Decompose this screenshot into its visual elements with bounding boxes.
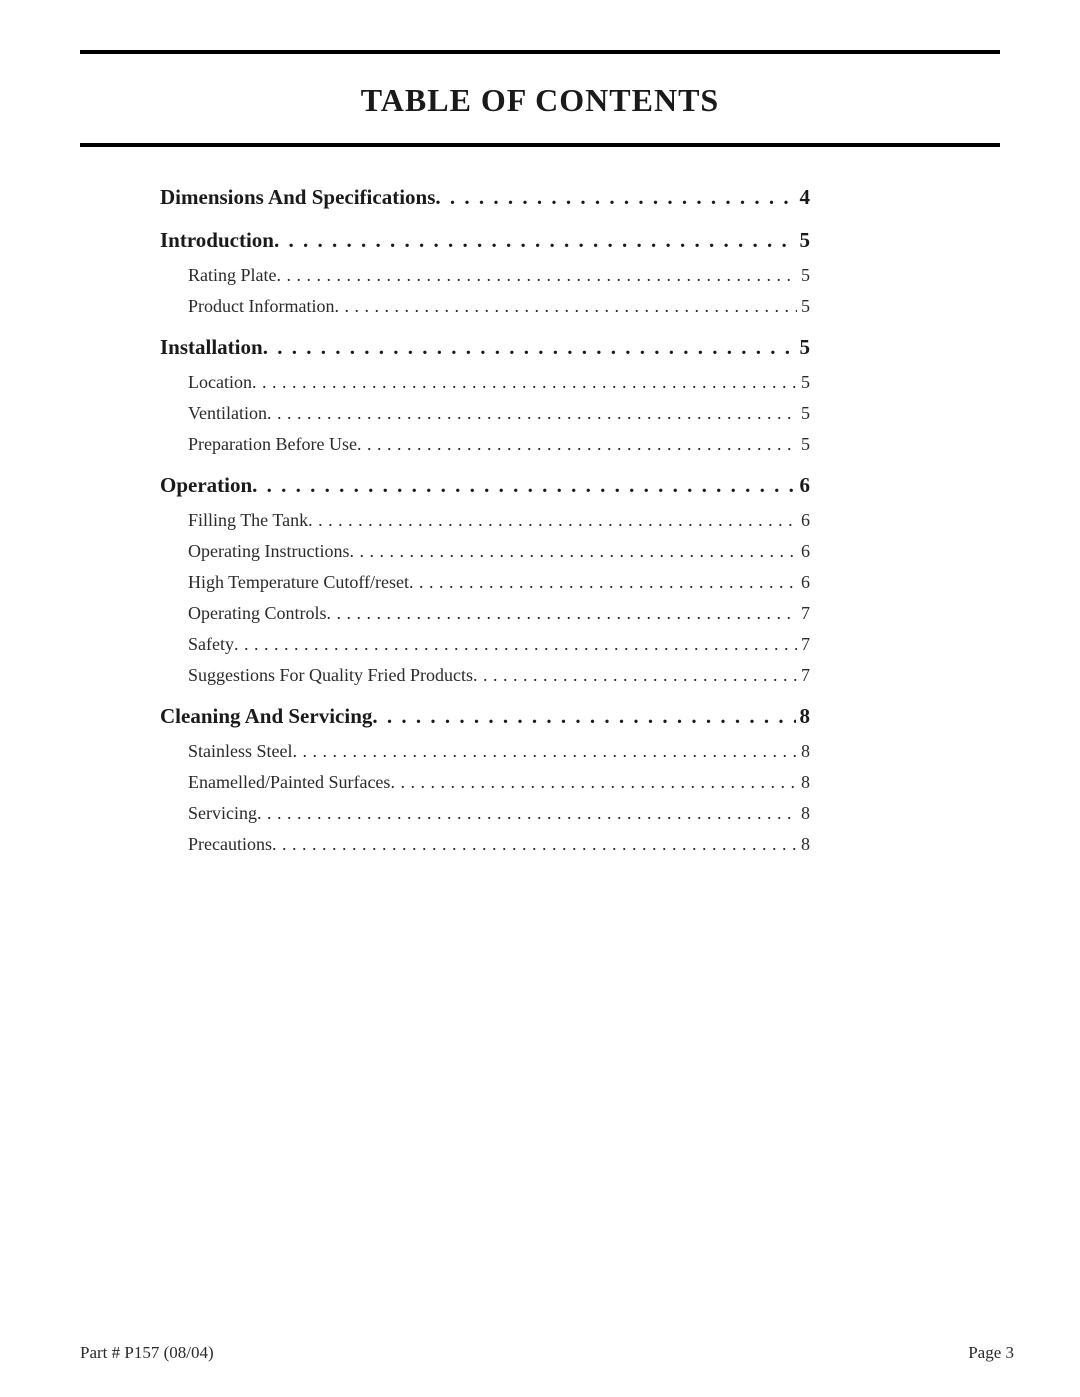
toc-entry-level2: Operating Controls 7 bbox=[160, 603, 810, 624]
toc-section: Cleaning And Servicing8Stainless Steel8E… bbox=[160, 704, 810, 855]
toc-leader-dots bbox=[390, 772, 797, 793]
toc-entry-page: 6 bbox=[797, 572, 810, 593]
top-rule bbox=[80, 50, 1000, 54]
toc-leader-dots bbox=[252, 473, 795, 498]
toc-entry-label: Introduction bbox=[160, 228, 274, 253]
toc-entry-label: Filling The Tank bbox=[188, 510, 308, 531]
toc-entry-label: Suggestions For Quality Fried Products bbox=[188, 665, 473, 686]
bottom-rule bbox=[80, 143, 1000, 147]
toc-entry-level1: Cleaning And Servicing 8 bbox=[160, 704, 810, 729]
toc-entry-level2: Precautions 8 bbox=[160, 834, 810, 855]
toc-leader-dots bbox=[308, 510, 797, 531]
toc-entry-label: Location bbox=[188, 372, 252, 393]
toc-entry-label: Product Information bbox=[188, 296, 334, 317]
table-of-contents: Dimensions And Specifications 4 Introducti… bbox=[80, 185, 1000, 855]
toc-entry-label: Operating Instructions bbox=[188, 541, 349, 562]
toc-leader-dots bbox=[277, 265, 798, 286]
toc-entry-label: Rating Plate bbox=[188, 265, 277, 286]
toc-entry-page: 5 bbox=[797, 265, 810, 286]
page-title: TABLE OF CONTENTS bbox=[80, 82, 1000, 119]
toc-entry-level2: Ventilation 5 bbox=[160, 403, 810, 424]
document-page: TABLE OF CONTENTS Dimensions And Specifi… bbox=[0, 0, 1080, 855]
toc-entry-label: Servicing bbox=[188, 803, 257, 824]
toc-leader-dots bbox=[409, 572, 797, 593]
toc-leader-dots bbox=[372, 704, 795, 729]
toc-leader-dots bbox=[234, 634, 797, 655]
toc-entry-page: 7 bbox=[797, 603, 810, 624]
toc-leader-dots bbox=[293, 741, 798, 762]
toc-section: Dimensions And Specifications 4 bbox=[160, 185, 810, 210]
toc-entry-level2: Filling The Tank 6 bbox=[160, 510, 810, 531]
footer-page-number: Page 3 bbox=[968, 1343, 1014, 1363]
toc-leader-dots bbox=[252, 372, 797, 393]
toc-entry-page: 8 bbox=[797, 834, 810, 855]
toc-entry-level2: Servicing 8 bbox=[160, 803, 810, 824]
toc-entry-page: 7 bbox=[797, 634, 810, 655]
toc-section: Installation5Location5Ventilation5Prepar… bbox=[160, 335, 810, 455]
toc-entry-level2: Operating Instructions 6 bbox=[160, 541, 810, 562]
toc-entry-label: Ventilation bbox=[188, 403, 267, 424]
toc-entry-label: Enamelled/Painted Surfaces bbox=[188, 772, 390, 793]
toc-entry-label: Operating Controls bbox=[188, 603, 326, 624]
toc-entry-page: 8 bbox=[797, 772, 810, 793]
toc-entry-page: 6 bbox=[797, 541, 810, 562]
toc-entry-page: 5 bbox=[797, 403, 810, 424]
toc-leader-dots bbox=[435, 185, 795, 210]
toc-entry-page: 8 bbox=[796, 704, 811, 729]
toc-leader-dots bbox=[274, 228, 796, 253]
toc-entry-level2: Product Information 5 bbox=[160, 296, 810, 317]
toc-entry-page: 5 bbox=[796, 228, 811, 253]
toc-entry-label: Stainless Steel bbox=[188, 741, 293, 762]
toc-entry-label: Preparation Before Use bbox=[188, 434, 357, 455]
toc-leader-dots bbox=[267, 403, 797, 424]
toc-entry-page: 7 bbox=[797, 665, 810, 686]
toc-entry-page: 8 bbox=[797, 741, 810, 762]
toc-leader-dots bbox=[334, 296, 797, 317]
toc-entry-level2: Safety 7 bbox=[160, 634, 810, 655]
toc-entry-level2: Suggestions For Quality Fried Products 7 bbox=[160, 665, 810, 686]
toc-entry-level2: Location 5 bbox=[160, 372, 810, 393]
toc-entry-page: 4 bbox=[796, 185, 811, 210]
toc-entry-label: Cleaning And Servicing bbox=[160, 704, 372, 729]
toc-entry-level1: Operation 6 bbox=[160, 473, 810, 498]
toc-entry-level1: Installation 5 bbox=[160, 335, 810, 360]
toc-entry-label: Operation bbox=[160, 473, 252, 498]
toc-entry-level2: Rating Plate 5 bbox=[160, 265, 810, 286]
toc-entry-label: Installation bbox=[160, 335, 263, 360]
toc-entry-level2: High Temperature Cutoff/reset 6 bbox=[160, 572, 810, 593]
toc-entry-level1: Dimensions And Specifications 4 bbox=[160, 185, 810, 210]
toc-entry-level1: Introduction 5 bbox=[160, 228, 810, 253]
toc-section: Operation6Filling The Tank6Operating Ins… bbox=[160, 473, 810, 686]
toc-entry-page: 6 bbox=[796, 473, 811, 498]
toc-leader-dots bbox=[357, 434, 797, 455]
toc-entry-page: 5 bbox=[797, 372, 810, 393]
toc-entry-page: 8 bbox=[797, 803, 810, 824]
toc-entry-label: Safety bbox=[188, 634, 234, 655]
toc-entry-level2: Stainless Steel 8 bbox=[160, 741, 810, 762]
toc-entry-level2: Enamelled/Painted Surfaces 8 bbox=[160, 772, 810, 793]
toc-entry-label: High Temperature Cutoff/reset bbox=[188, 572, 409, 593]
page-footer: Part # P157 (08/04) Page 3 bbox=[80, 1343, 1014, 1363]
toc-leader-dots bbox=[473, 665, 797, 686]
toc-entry-page: 5 bbox=[797, 434, 810, 455]
toc-leader-dots bbox=[257, 803, 797, 824]
toc-leader-dots bbox=[349, 541, 797, 562]
toc-leader-dots bbox=[272, 834, 797, 855]
toc-entry-level2: Preparation Before Use 5 bbox=[160, 434, 810, 455]
toc-section: Introduction5Rating Plate5Product Inform… bbox=[160, 228, 810, 317]
toc-leader-dots bbox=[263, 335, 796, 360]
toc-leader-dots bbox=[326, 603, 797, 624]
toc-entry-label: Precautions bbox=[188, 834, 272, 855]
toc-entry-page: 5 bbox=[797, 296, 810, 317]
toc-entry-label: Dimensions And Specifications bbox=[160, 185, 435, 210]
toc-entry-page: 6 bbox=[797, 510, 810, 531]
footer-part-number: Part # P157 (08/04) bbox=[80, 1343, 214, 1363]
toc-entry-page: 5 bbox=[796, 335, 811, 360]
